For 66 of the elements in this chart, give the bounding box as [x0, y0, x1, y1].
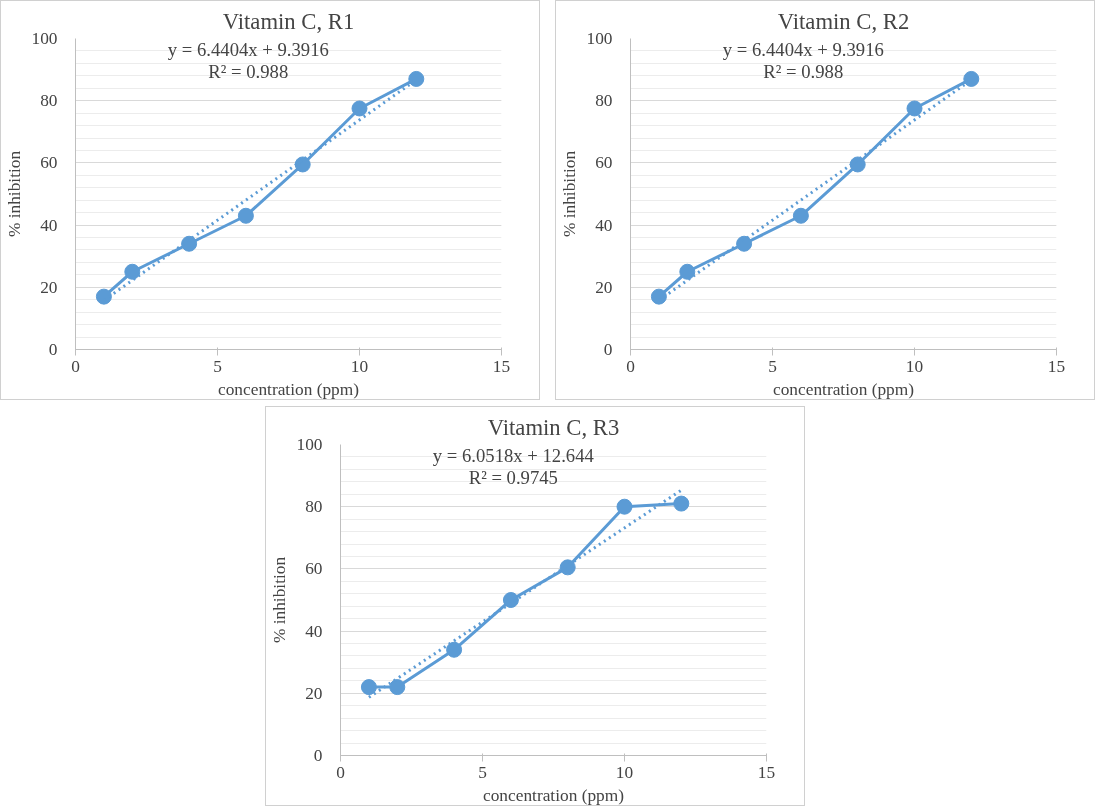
chart-title: Vitamin C, R1	[222, 8, 355, 34]
x-tick-label: 5	[478, 762, 487, 782]
y-tick-label: 100	[296, 435, 323, 454]
y-tick-label: 0	[313, 746, 323, 765]
point	[963, 70, 980, 87]
point	[181, 235, 198, 252]
point	[351, 100, 368, 117]
point	[502, 592, 519, 608]
point	[673, 495, 690, 512]
y-tick-label: 100	[586, 29, 613, 48]
y-tick-label: 80	[305, 497, 323, 517]
y-tick-label: 60	[595, 153, 613, 173]
x-tick-label: 0	[626, 356, 635, 376]
point	[360, 679, 377, 696]
point	[294, 156, 311, 173]
y-tick-label: 60	[305, 559, 323, 579]
point	[679, 263, 696, 280]
annotation: R² = 0.9745	[468, 466, 558, 488]
y-tick-label: 60	[40, 153, 58, 173]
y-tick-label: 80	[595, 91, 613, 111]
point	[650, 288, 667, 305]
y-tick-label: 40	[595, 215, 613, 235]
point	[237, 207, 254, 224]
x-tick-label: 0	[71, 356, 80, 376]
point	[389, 679, 406, 696]
x-tick-label: 5	[768, 356, 777, 376]
annotation: y = 6.4404x + 9.3916	[722, 38, 884, 60]
x-tick-label: 10	[905, 356, 924, 376]
y-tick-label: 0	[48, 340, 58, 359]
point	[906, 100, 923, 117]
y-axis-title: % inhibition	[269, 556, 289, 644]
y-axis-title: % inhibition	[4, 150, 24, 238]
y-axis-title: % inhibition	[559, 150, 579, 238]
y-tick-label: 20	[40, 277, 58, 297]
y-tick-label: 20	[595, 277, 613, 297]
x-tick-label: 15	[757, 762, 776, 782]
point	[408, 70, 425, 87]
point	[559, 559, 576, 576]
y-tick-label: 80	[40, 91, 58, 111]
y-tick-label: 0	[603, 340, 613, 359]
annotation: y = 6.4404x + 9.3916	[167, 38, 329, 60]
x-axis-title: concentration (ppm)	[773, 379, 915, 399]
point	[446, 641, 463, 658]
point	[736, 235, 753, 252]
y-tick-label: 40	[305, 621, 323, 641]
point	[95, 288, 112, 305]
y-tick-label: 100	[31, 29, 58, 48]
x-tick-label: 10	[350, 356, 369, 376]
x-axis-title: concentration (ppm)	[483, 785, 625, 805]
x-tick-label: 15	[492, 356, 511, 376]
point	[849, 156, 866, 173]
chart-title: Vitamin C, R3	[487, 414, 620, 440]
y-tick-label: 20	[305, 683, 323, 703]
point	[616, 498, 633, 515]
annotation: y = 6.0518x + 12.644	[432, 444, 595, 466]
point	[124, 263, 141, 280]
annotation: R² = 0.988	[763, 60, 844, 82]
point	[792, 207, 809, 224]
x-axis-title: concentration (ppm)	[218, 379, 360, 399]
chart-title: Vitamin C, R2	[777, 8, 910, 34]
x-tick-label: 5	[213, 356, 222, 376]
y-tick-label: 40	[40, 215, 58, 235]
x-tick-label: 15	[1047, 356, 1066, 376]
x-tick-label: 0	[336, 762, 345, 782]
annotation: R² = 0.988	[208, 60, 289, 82]
x-tick-label: 10	[615, 762, 634, 782]
